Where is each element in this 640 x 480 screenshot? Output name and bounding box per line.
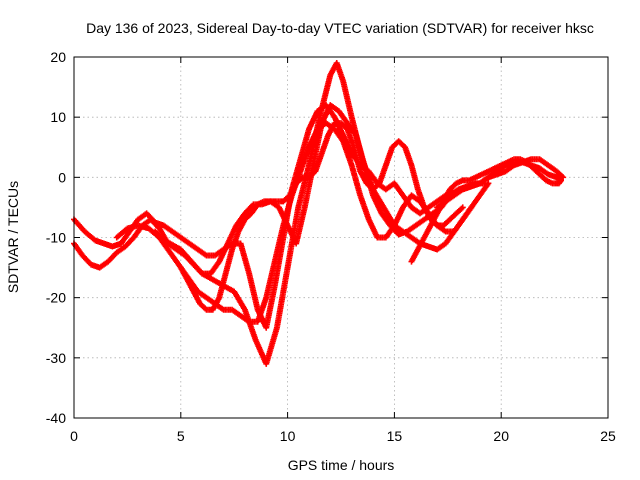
x-tick-label: 25 <box>600 428 616 444</box>
axis-ticks: 0 5 10 15 20 25 -40 -30 -20 -10 0 10 20 <box>46 49 616 444</box>
x-tick-label: 5 <box>177 428 185 444</box>
series-sat-f <box>408 156 565 265</box>
y-tick-label: 20 <box>50 49 66 65</box>
data-point <box>485 180 492 187</box>
y-tick-label: -20 <box>46 290 66 306</box>
series-sat-b <box>71 102 488 277</box>
series-sat-c <box>113 60 492 367</box>
data-series-layer <box>71 60 567 367</box>
x-tick-label: 20 <box>493 428 509 444</box>
y-tick-label: -10 <box>46 230 66 246</box>
series-sat-g <box>434 156 567 211</box>
data-point <box>459 204 466 211</box>
x-tick-label: 10 <box>280 428 296 444</box>
series-sat-e <box>177 120 466 313</box>
y-tick-label: -40 <box>46 410 66 426</box>
data-point <box>558 177 565 184</box>
data-point <box>560 174 567 181</box>
chart-title: Day 136 of 2023, Sidereal Day-to-day VTE… <box>86 20 594 36</box>
x-axis-label: GPS time / hours <box>288 457 395 473</box>
y-tick-label: -30 <box>46 350 66 366</box>
y-tick-label: 0 <box>58 169 66 185</box>
x-tick-label: 0 <box>70 428 78 444</box>
data-point <box>468 204 475 211</box>
y-tick-label: 10 <box>50 109 66 125</box>
x-tick-label: 15 <box>387 428 403 444</box>
y-axis-label: SDTVAR / TECUs <box>5 181 21 293</box>
